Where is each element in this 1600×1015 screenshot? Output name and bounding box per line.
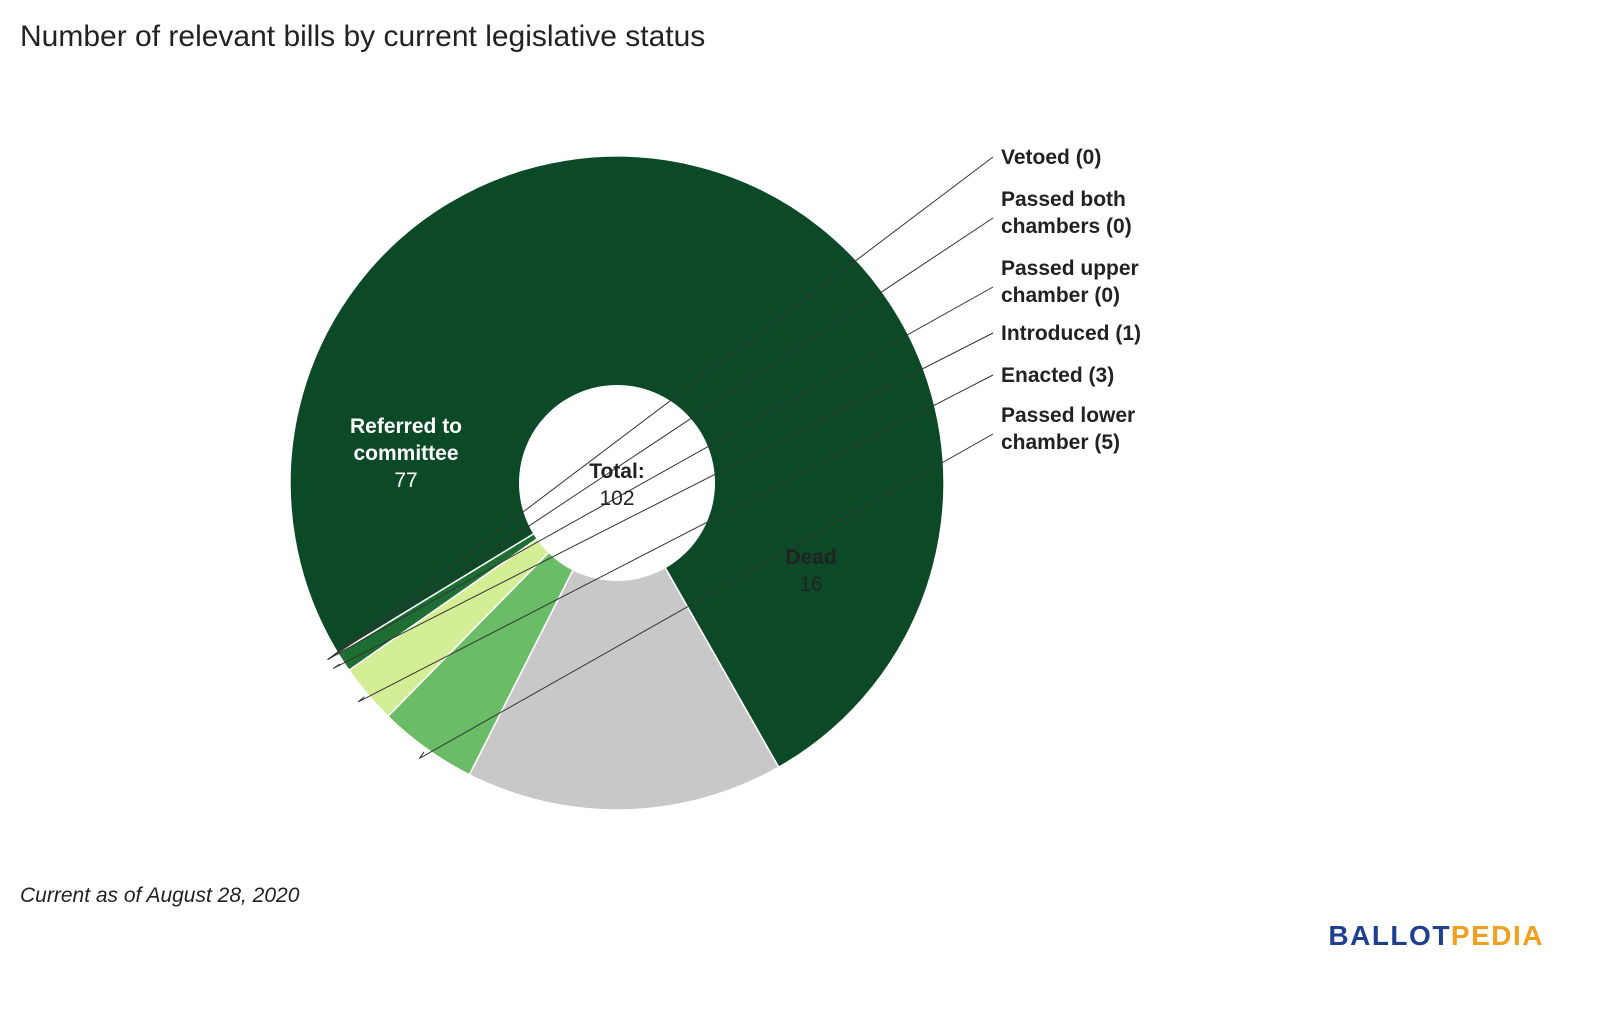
callout-label-vetoed: Vetoed (0) (1001, 146, 1101, 169)
slice-label-dead: Dead 16 (785, 546, 836, 596)
leader-line-passed_lower (418, 433, 994, 759)
callout-label-passed_upper: Passed upper chamber (0) (1001, 257, 1139, 307)
chart-title: Number of relevant bills by current legi… (20, 20, 706, 53)
callout-line: chamber (0) (1001, 284, 1120, 307)
ballotpedia-logo: BALLOTPEDIA (1328, 920, 1544, 952)
callout-line: Vetoed (0) (1001, 146, 1101, 169)
leader-line-enacted (357, 374, 994, 703)
callout-labels: Passed lower chamber (5) Enacted (3) Introd… (1001, 146, 1141, 454)
center-total-label: Total: (589, 460, 645, 483)
footnote: Current as of August 28, 2020 (20, 884, 300, 907)
slice-label-line: Dead (785, 546, 836, 569)
logo-part-ballot: BALLOT (1328, 920, 1451, 951)
callout-label-introduced: Introduced (1) (1001, 322, 1141, 345)
callout-line: Passed lower (1001, 404, 1135, 427)
slice-label-line: committee (353, 442, 458, 465)
callout-line: Passed both (1001, 188, 1126, 211)
slice-value: 77 (394, 469, 417, 492)
callout-line: chambers (0) (1001, 215, 1132, 238)
callout-line: Passed upper (1001, 257, 1139, 280)
callout-line: chamber (5) (1001, 431, 1120, 454)
callout-line: Introduced (1) (1001, 322, 1141, 345)
slice-label-referred: Referred to committee 77 (350, 415, 462, 492)
slice-label-line: Referred to (350, 415, 462, 438)
slice-value: 16 (799, 573, 822, 596)
callout-label-enacted: Enacted (3) (1001, 364, 1114, 387)
callout-line: Enacted (3) (1001, 364, 1114, 387)
callout-label-passed_lower: Passed lower chamber (5) (1001, 404, 1135, 454)
leader-line-introduced (332, 332, 994, 669)
center-total-value: 102 (599, 487, 634, 510)
leader-lines (327, 156, 994, 759)
logo-part-pedia: PEDIA (1450, 920, 1544, 951)
slice-labels: Referred to committee 77 Dead 16 (350, 415, 837, 596)
callout-label-passed_both: Passed both chambers (0) (1001, 188, 1132, 238)
slice-dead (468, 481, 780, 811)
donut-hole (519, 385, 715, 581)
leader-line-vetoed (327, 156, 994, 661)
